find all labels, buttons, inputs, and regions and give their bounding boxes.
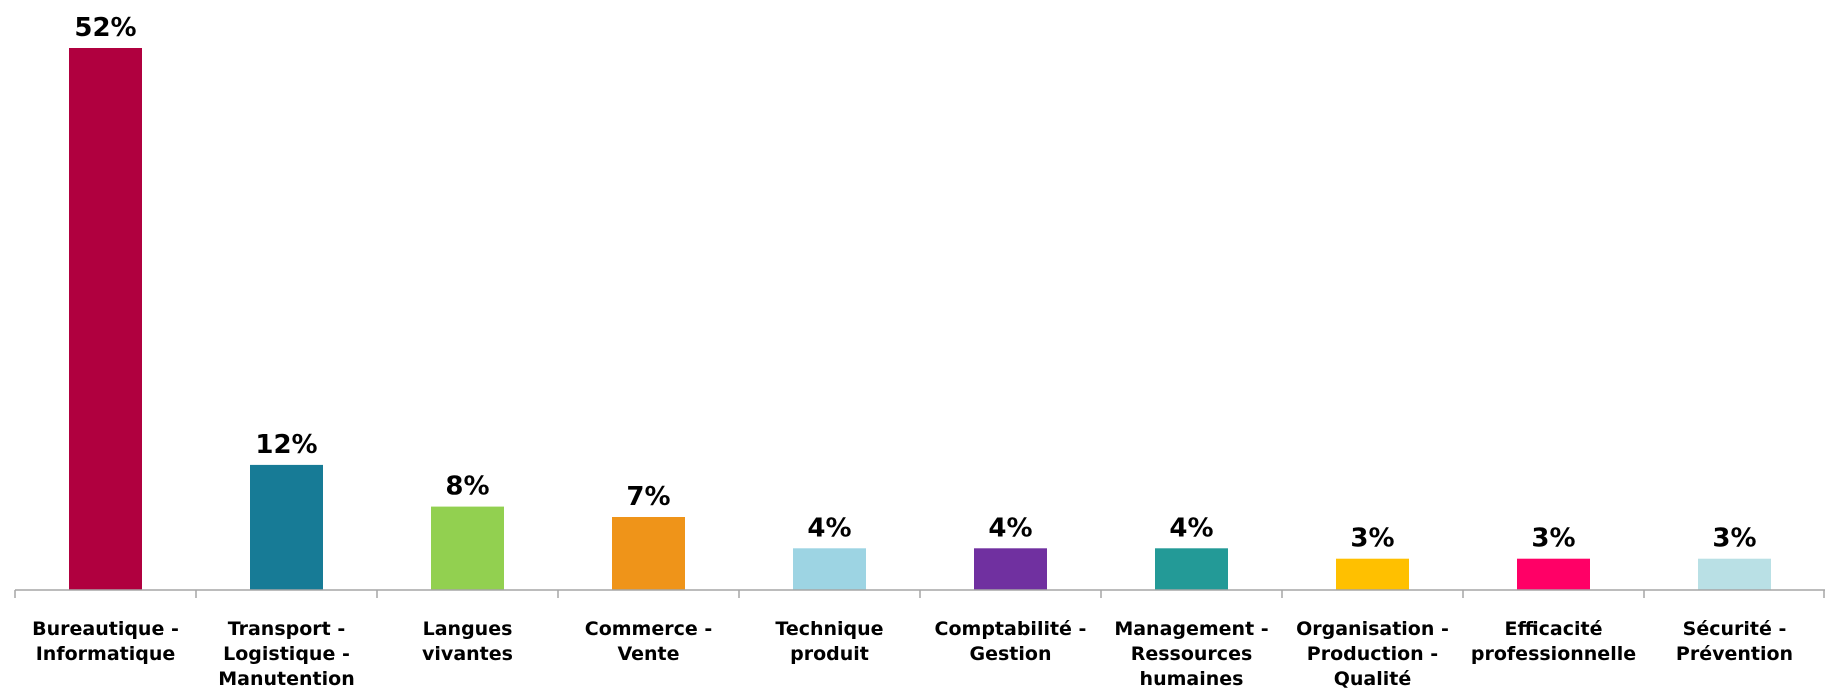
category-label-line: vivantes	[422, 643, 513, 665]
category-label-line: Management -	[1114, 618, 1268, 640]
category-label-line: Informatique	[36, 643, 176, 665]
category-label-7: Organisation - Production - Qualité	[1296, 618, 1449, 690]
category-label-2: Langues vivantes	[422, 618, 513, 665]
bar-1	[250, 464, 323, 590]
category-label-line: Manutention	[218, 668, 354, 690]
category-label-line: Bureautique -	[32, 618, 179, 640]
category-label-line: Efficacité	[1505, 618, 1603, 640]
category-label-line: Comptabilité -	[935, 618, 1087, 640]
category-label-8: Efficacité professionnelle	[1471, 618, 1636, 665]
category-label-line: Production -	[1307, 643, 1438, 665]
category-label-line: Logistique -	[223, 643, 350, 665]
category-label-line: Gestion	[970, 643, 1052, 665]
value-label-8: 3%	[1531, 524, 1575, 554]
bar-7	[1336, 558, 1409, 590]
value-label-6: 4%	[1169, 513, 1213, 543]
bars-group	[69, 48, 1771, 590]
bar-2	[431, 506, 504, 590]
value-label-0: 52%	[74, 13, 136, 43]
category-label-line: Qualité	[1334, 668, 1412, 690]
bar-4	[793, 548, 866, 590]
value-label-3: 7%	[626, 482, 670, 512]
category-label-line: produit	[790, 643, 869, 665]
category-label-line: professionnelle	[1471, 643, 1636, 665]
category-label-9: Sécurité - Prévention	[1676, 618, 1793, 665]
category-label-6: Management - Ressources humaines	[1114, 618, 1268, 690]
category-label-line: humaines	[1140, 668, 1244, 690]
category-label-line: Langues	[423, 618, 513, 640]
value-labels-group: 52% 12% 8% 7% 4% 4% 4% 3% 3% 3%	[74, 13, 1756, 554]
value-label-7: 3%	[1350, 524, 1394, 554]
x-axis	[14, 589, 1825, 598]
category-label-line: Transport -	[228, 618, 346, 640]
bar-9	[1698, 558, 1771, 590]
value-label-1: 12%	[255, 430, 317, 460]
category-label-line: Ressources	[1131, 643, 1253, 665]
bar-3	[612, 517, 685, 590]
category-label-line: Technique	[775, 618, 883, 640]
value-label-4: 4%	[807, 513, 851, 543]
value-label-9: 3%	[1712, 524, 1756, 554]
category-label-line: Commerce -	[585, 618, 713, 640]
category-label-5: Comptabilité - Gestion	[935, 618, 1087, 665]
category-label-line: Vente	[617, 643, 679, 665]
value-label-5: 4%	[988, 513, 1032, 543]
category-label-line: Prévention	[1676, 643, 1793, 665]
category-labels-group: Bureautique - Informatique Transport - Logi…	[32, 618, 1793, 690]
category-label-1: Transport - Logistique - Manutention	[218, 618, 354, 690]
category-label-0: Bureautique - Informatique	[32, 618, 179, 665]
bar-8	[1517, 558, 1590, 590]
bar-0	[69, 48, 142, 590]
bar-5	[974, 548, 1047, 590]
category-label-3: Commerce - Vente	[585, 618, 713, 665]
bar-6	[1155, 548, 1228, 590]
value-label-2: 8%	[445, 472, 489, 502]
category-label-line: Sécurité -	[1683, 618, 1787, 640]
category-label-line: Organisation -	[1296, 618, 1449, 640]
category-label-4: Technique produit	[775, 618, 883, 665]
